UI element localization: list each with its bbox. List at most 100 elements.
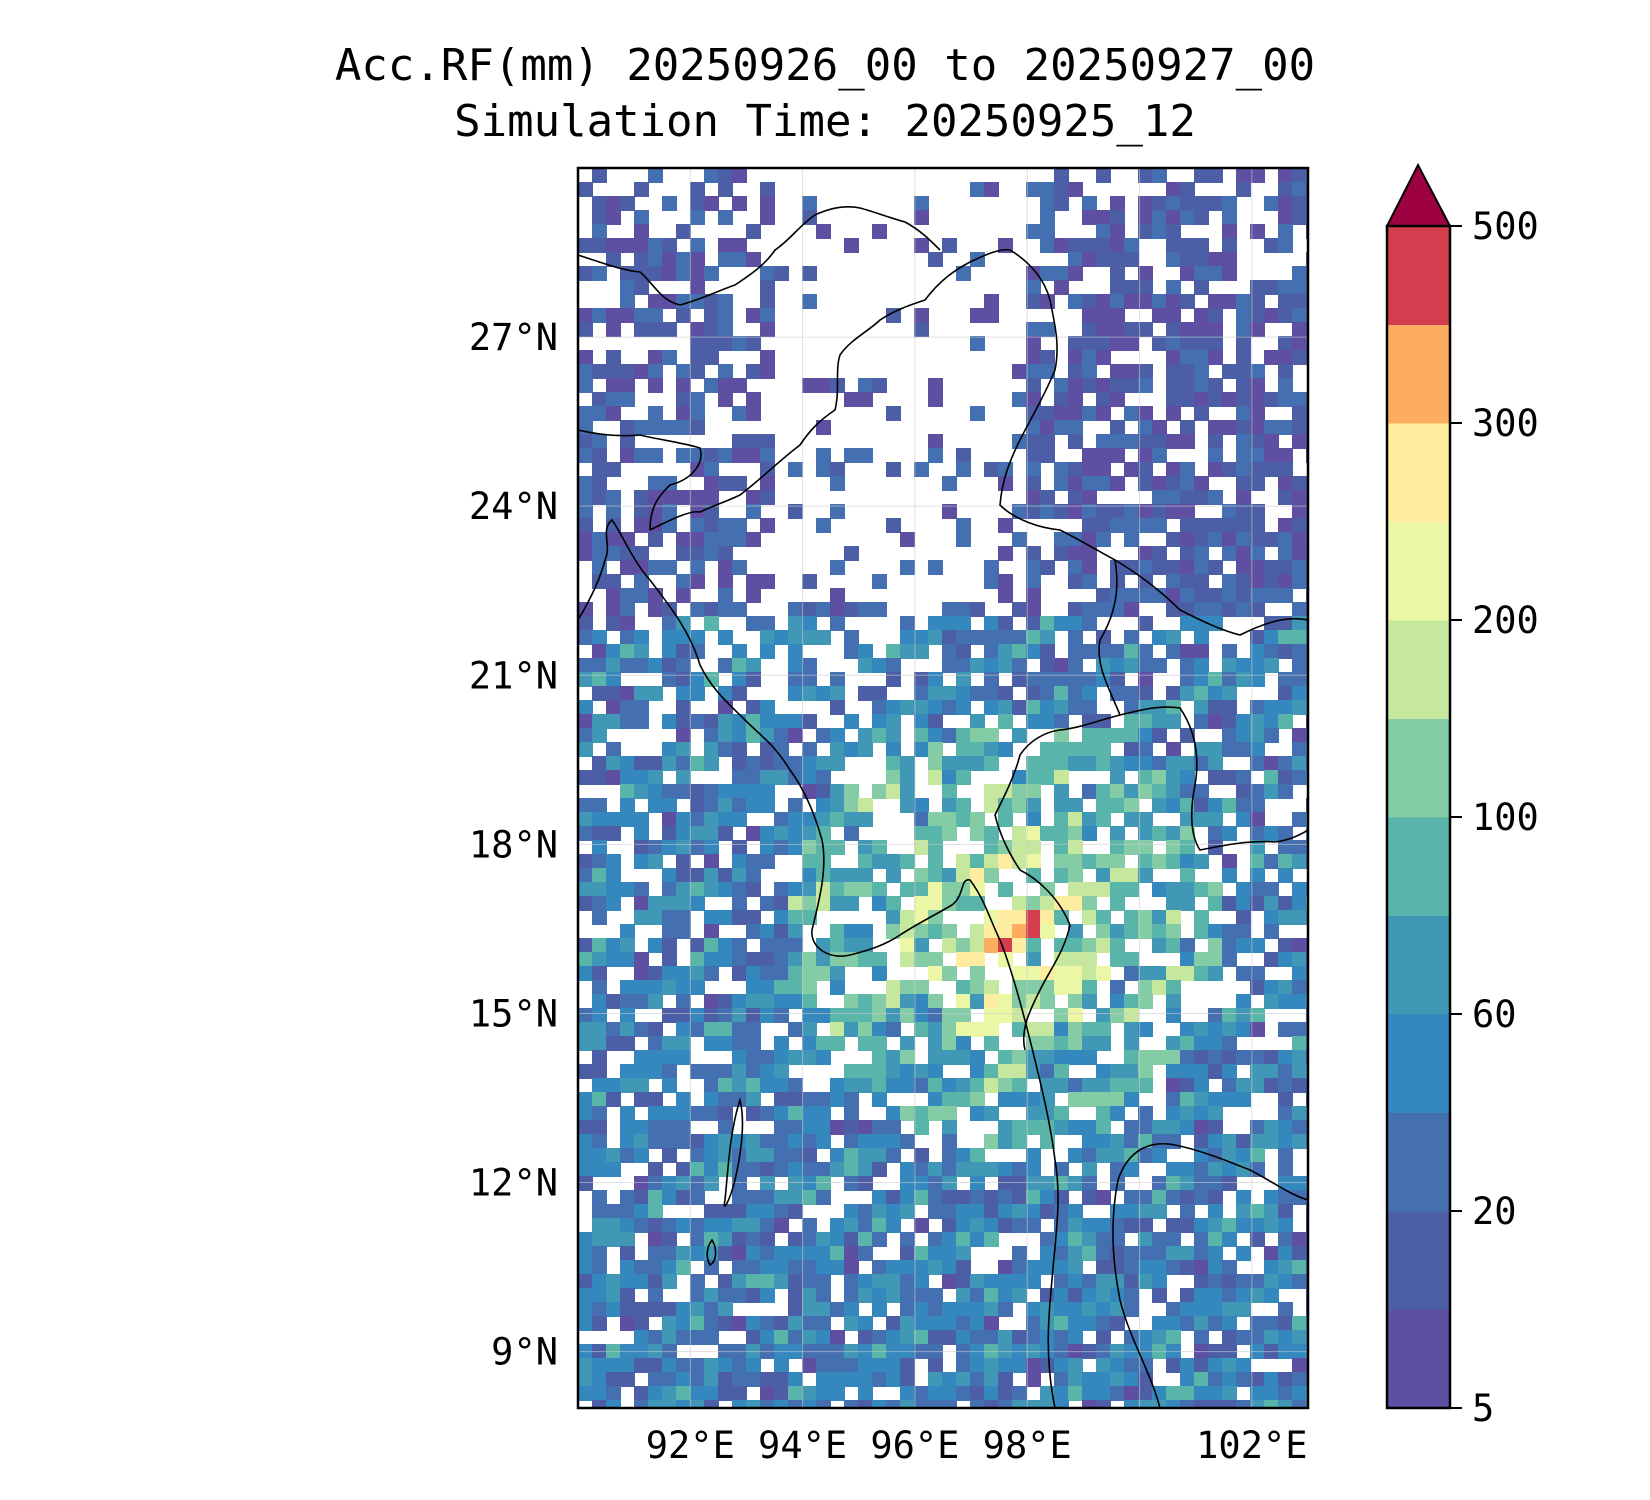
rain-cell — [788, 952, 803, 967]
rain-cell — [1180, 266, 1195, 281]
rain-cell — [578, 1022, 593, 1037]
rain-cell — [1292, 1120, 1307, 1135]
rain-cell — [760, 1204, 775, 1219]
rain-cell — [1194, 252, 1209, 267]
rain-cell — [956, 1302, 971, 1317]
rain-cell — [1180, 672, 1195, 687]
rain-cell — [1264, 392, 1279, 407]
rain-cell — [844, 742, 859, 757]
rain-cell — [606, 364, 621, 379]
rain-cell — [578, 728, 593, 743]
rain-cell — [1068, 252, 1083, 267]
rain-cell — [746, 1372, 761, 1387]
rain-cell — [606, 1162, 621, 1177]
rain-cell — [746, 504, 761, 519]
rain-cell — [1180, 1064, 1195, 1079]
rain-cell — [718, 630, 733, 645]
rain-cell — [1110, 1064, 1125, 1079]
rain-cell — [1194, 1176, 1209, 1191]
rain-cell — [1166, 938, 1181, 953]
rain-cell — [802, 378, 817, 393]
rain-cell — [676, 378, 691, 393]
rain-cell — [816, 1386, 831, 1401]
rain-cell — [704, 812, 719, 827]
rain-cell — [1040, 1078, 1055, 1093]
rain-cell — [634, 1204, 649, 1219]
rain-cell — [718, 1064, 733, 1079]
rain-cell — [1264, 658, 1279, 673]
rain-cell — [1138, 1330, 1153, 1345]
rain-cell — [1180, 812, 1195, 827]
rain-cell — [620, 294, 635, 309]
rain-cell — [1236, 392, 1251, 407]
rain-cell — [1278, 1092, 1293, 1107]
rain-cell — [1082, 756, 1097, 771]
rain-cell — [1292, 1358, 1307, 1373]
rain-cell — [1026, 630, 1041, 645]
rain-cell — [774, 1358, 789, 1373]
rain-cell — [732, 406, 747, 421]
rain-cell — [648, 350, 663, 365]
rain-cell — [1068, 378, 1083, 393]
rain-cell — [928, 1078, 943, 1093]
rain-cell — [1082, 350, 1097, 365]
rain-cell — [900, 798, 915, 813]
rain-cell — [676, 1022, 691, 1037]
rain-cell — [1012, 896, 1027, 911]
rain-cell — [690, 1246, 705, 1261]
rain-cell — [746, 924, 761, 939]
rain-cell — [676, 826, 691, 841]
rain-cell — [690, 1190, 705, 1205]
rain-cell — [1222, 1358, 1237, 1373]
rain-cell — [858, 686, 873, 701]
rain-cell — [970, 1386, 985, 1401]
rain-cell — [1124, 1288, 1139, 1303]
rain-cell — [830, 924, 845, 939]
rain-cell — [1096, 1302, 1111, 1317]
rain-cell — [1096, 924, 1111, 939]
rain-cell — [690, 420, 705, 435]
rain-cell — [648, 364, 663, 379]
rain-cell — [718, 182, 733, 197]
rain-cell — [1110, 854, 1125, 869]
rain-cell — [914, 938, 929, 953]
rain-cell — [1054, 1386, 1069, 1401]
rain-cell — [1194, 882, 1209, 897]
rain-cell — [620, 1260, 635, 1275]
rain-cell — [1250, 840, 1265, 855]
rain-cell — [704, 826, 719, 841]
rain-cell — [1292, 420, 1307, 435]
rain-cell — [774, 1316, 789, 1331]
rain-cell — [662, 868, 677, 883]
rain-cell — [858, 812, 873, 827]
rain-cell — [942, 812, 957, 827]
rain-cell — [1026, 546, 1041, 561]
rain-cell — [1222, 924, 1237, 939]
rain-cell — [970, 1064, 985, 1079]
rain-cell — [1194, 1078, 1209, 1093]
rain-cell — [1096, 1120, 1111, 1135]
rain-cell — [1250, 644, 1265, 659]
rain-cell — [620, 1204, 635, 1219]
rain-cell — [606, 1358, 621, 1373]
rain-cell — [1166, 294, 1181, 309]
rain-cell — [816, 1162, 831, 1177]
rain-cell — [676, 1162, 691, 1177]
rain-cell — [760, 350, 775, 365]
rain-cell — [1110, 826, 1125, 841]
rain-cell — [1166, 1400, 1181, 1408]
rain-cell — [634, 252, 649, 267]
rain-cell — [760, 1050, 775, 1065]
rain-cell — [1026, 826, 1041, 841]
rain-cell — [592, 392, 607, 407]
rain-cell — [760, 448, 775, 463]
rain-cell — [662, 1036, 677, 1051]
rain-cell — [942, 686, 957, 701]
rain-cell — [1180, 952, 1195, 967]
rain-cell — [1026, 392, 1041, 407]
rain-cell — [1054, 1260, 1069, 1275]
rain-cell — [1166, 882, 1181, 897]
rain-cell — [1110, 770, 1125, 785]
rain-cell — [704, 1134, 719, 1149]
